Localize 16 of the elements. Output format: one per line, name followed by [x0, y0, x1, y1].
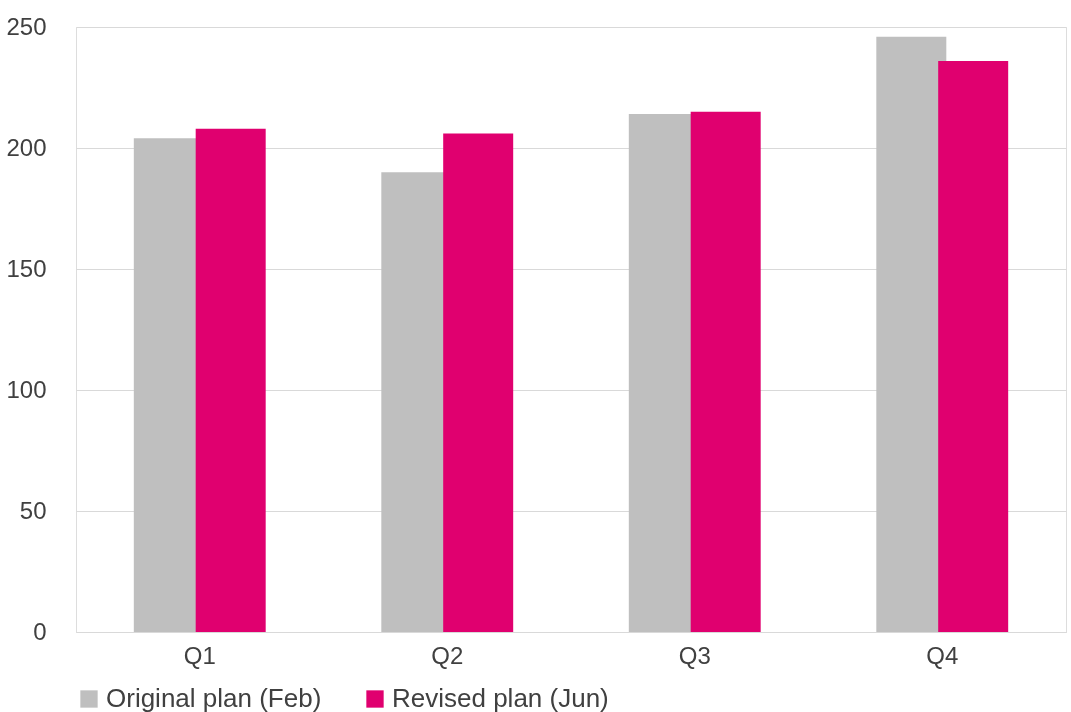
legend-label: Original plan (Feb): [106, 683, 322, 712]
bar: [690, 111, 761, 632]
y-tick-label: 250: [6, 12, 47, 40]
bar: [195, 128, 266, 632]
y-tick-label: 100: [6, 375, 47, 403]
x-tick-label: Q2: [431, 641, 464, 669]
legend-label: Revised plan (Jun): [392, 683, 609, 712]
x-tick-label: Q1: [183, 641, 216, 669]
y-tick-label: 200: [6, 133, 47, 161]
x-tick-label: Q3: [678, 641, 711, 669]
bar: [938, 60, 1009, 632]
y-tick-label: 150: [6, 254, 47, 282]
x-tick-label: Q4: [926, 641, 959, 669]
y-tick-label: 0: [33, 617, 47, 645]
y-tick-label: 50: [19, 496, 47, 524]
bar: [443, 133, 514, 632]
